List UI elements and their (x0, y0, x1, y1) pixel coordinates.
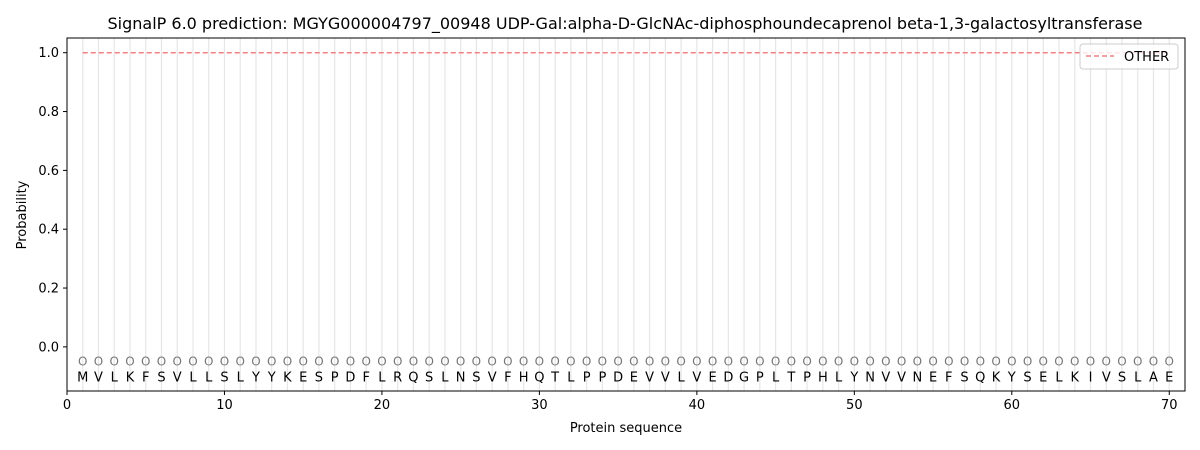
residue-label: P (331, 370, 339, 385)
residue-label: V (645, 370, 654, 385)
residue-label: L (835, 370, 843, 385)
residue-label: S (315, 370, 323, 385)
residue-label: Q (975, 370, 985, 385)
residue-label: N (456, 370, 466, 385)
predicted-labels: OOOOOOOOOOOOOOOOOOOOOOOOOOOOOOOOOOOOOOOO… (78, 355, 1174, 369)
residue-label: F (362, 370, 369, 385)
residue-label: L (237, 370, 245, 385)
residue-label: P (598, 370, 606, 385)
residue-label: H (818, 370, 828, 385)
residue-label: F (504, 370, 511, 385)
residue-label: L (567, 370, 575, 385)
legend: OTHER (1079, 43, 1179, 70)
x-tick-label: 70 (1161, 398, 1178, 413)
residue-label: F (945, 370, 952, 385)
residue-label: T (786, 370, 795, 385)
residue-label: K (283, 370, 292, 385)
residue-label: S (1023, 370, 1031, 385)
residue-label: V (488, 370, 497, 385)
y-tick-label: 0.4 (38, 223, 59, 238)
residue-label: L (111, 370, 119, 385)
residue-label: L (1134, 370, 1142, 385)
x-tick-label: 20 (374, 398, 391, 413)
chart-title: SignalP 6.0 prediction: MGYG000004797_00… (108, 14, 1143, 34)
residue-label: P (756, 370, 764, 385)
residue-label: L (772, 370, 780, 385)
residue-label: E (1165, 370, 1173, 385)
residue-label: E (630, 370, 638, 385)
residue-label: S (1118, 370, 1126, 385)
residue-label: L (205, 370, 213, 385)
x-axis-label: Protein sequence (570, 421, 682, 436)
y-tick-label: 0.6 (38, 164, 59, 179)
x-tick-label: 10 (216, 398, 233, 413)
residue-label: A (1149, 370, 1158, 385)
residue-label: V (94, 370, 103, 385)
residue-label: S (157, 370, 165, 385)
residue-label: V (661, 370, 670, 385)
residue-label: D (613, 370, 623, 385)
residue-label: V (881, 370, 890, 385)
residue-label: P (803, 370, 811, 385)
residue-label: V (897, 370, 906, 385)
residue-label: V (173, 370, 182, 385)
x-tick-label: 30 (531, 398, 548, 413)
residue-label: G (739, 370, 749, 385)
x-tick-label: 50 (846, 398, 863, 413)
x-tick-label: 40 (689, 398, 706, 413)
y-tick-label: 0.0 (38, 340, 59, 355)
residue-label: E (708, 370, 716, 385)
residue-label: S (425, 370, 433, 385)
plot-frame (66, 37, 1186, 392)
residue-label: V (1102, 370, 1111, 385)
x-tick-label: 0 (63, 398, 71, 413)
residue-label: L (1055, 370, 1063, 385)
residue-label: P (583, 370, 591, 385)
residue-label: Q (408, 370, 418, 385)
residue-label: H (519, 370, 529, 385)
residue-label: S (472, 370, 480, 385)
residue-label: E (1039, 370, 1047, 385)
residue-label: E (299, 370, 307, 385)
x-tick-label: 60 (1004, 398, 1021, 413)
y-tick-label: 0.2 (38, 282, 59, 297)
residue-label: D (345, 370, 355, 385)
residue-label: T (550, 370, 559, 385)
y-axis-label: Probability (15, 180, 30, 249)
residue-label: N (912, 370, 922, 385)
residue-label: K (1071, 370, 1080, 385)
residue-label: L (378, 370, 386, 385)
residue-label: M (77, 370, 88, 385)
residue-label: L (441, 370, 449, 385)
residue-label: Q (534, 370, 544, 385)
residue-label: Y (1007, 370, 1016, 385)
residue-label: E (929, 370, 937, 385)
residue-label: Y (251, 370, 260, 385)
legend-other-label: OTHER (1124, 50, 1169, 65)
residue-label: S (960, 370, 968, 385)
residue-label: D (723, 370, 733, 385)
residue-label: N (865, 370, 875, 385)
residue-label: K (992, 370, 1001, 385)
y-tick-label: 0.8 (38, 105, 59, 120)
residue-label: L (189, 370, 197, 385)
residue-label: K (126, 370, 135, 385)
residue-label: V (692, 370, 701, 385)
y-tick-label: 1.0 (38, 46, 59, 61)
residue-label: Y (267, 370, 276, 385)
residue-label: R (393, 370, 402, 385)
residue-label: S (220, 370, 228, 385)
residue-label: F (142, 370, 149, 385)
residue-label: L (677, 370, 685, 385)
residue-label: I (1089, 370, 1093, 385)
residue-label: Y (849, 370, 858, 385)
